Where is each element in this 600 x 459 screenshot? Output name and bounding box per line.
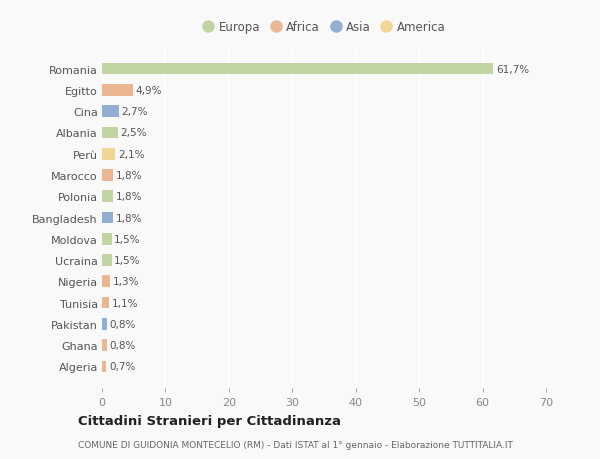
Text: 2,1%: 2,1%	[118, 149, 145, 159]
Text: 2,7%: 2,7%	[122, 107, 148, 117]
Bar	[102, 64, 493, 75]
Text: Cittadini Stranieri per Cittadinanza: Cittadini Stranieri per Cittadinanza	[78, 414, 341, 428]
Text: COMUNE DI GUIDONIA MONTECELIO (RM) - Dati ISTAT al 1° gennaio - Elaborazione TUT: COMUNE DI GUIDONIA MONTECELIO (RM) - Dat…	[78, 441, 513, 449]
Text: 0,8%: 0,8%	[110, 341, 136, 350]
Bar	[102, 170, 113, 181]
Bar	[102, 212, 113, 224]
Bar	[102, 106, 119, 118]
Bar	[102, 361, 106, 372]
Bar	[102, 340, 107, 351]
Text: 1,8%: 1,8%	[116, 192, 142, 202]
Text: 2,5%: 2,5%	[121, 128, 147, 138]
Bar	[102, 191, 113, 202]
Bar	[102, 276, 110, 287]
Bar	[102, 255, 112, 266]
Text: 1,8%: 1,8%	[116, 171, 142, 180]
Text: 1,1%: 1,1%	[112, 298, 138, 308]
Text: 0,8%: 0,8%	[110, 319, 136, 329]
Bar	[102, 234, 112, 245]
Text: 1,8%: 1,8%	[116, 213, 142, 223]
Bar	[102, 127, 118, 139]
Bar	[102, 297, 109, 309]
Bar	[102, 318, 107, 330]
Text: 1,3%: 1,3%	[113, 277, 139, 287]
Bar	[102, 149, 115, 160]
Text: 1,5%: 1,5%	[114, 256, 140, 265]
Legend: Europa, Africa, Asia, America: Europa, Africa, Asia, America	[197, 17, 451, 39]
Text: 4,9%: 4,9%	[136, 86, 162, 95]
Bar	[102, 85, 133, 96]
Text: 0,7%: 0,7%	[109, 362, 136, 372]
Text: 1,5%: 1,5%	[114, 234, 140, 244]
Text: 61,7%: 61,7%	[496, 64, 529, 74]
